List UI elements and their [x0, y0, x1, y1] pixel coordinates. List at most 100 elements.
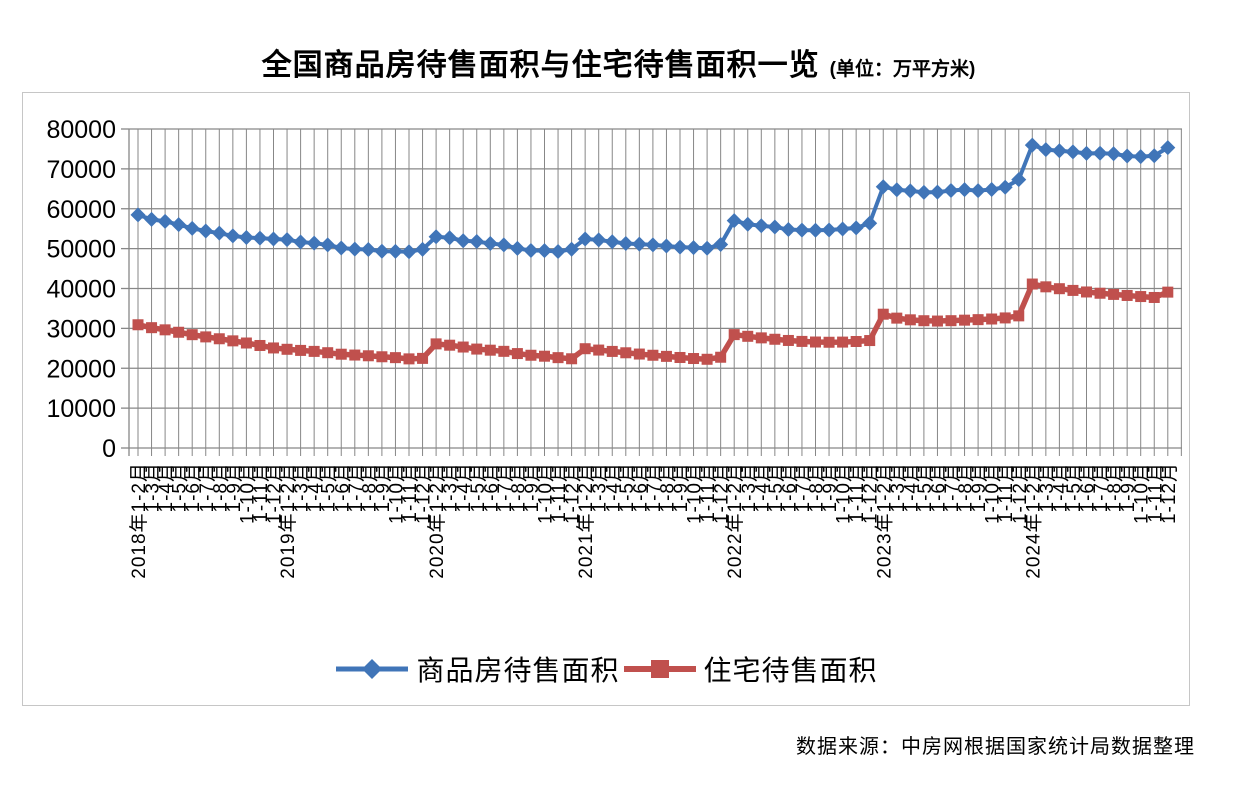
y-axis-label: 80000 [46, 116, 116, 144]
data-point-diamond [387, 243, 403, 259]
x-axis-label: 1-9月 [522, 462, 543, 512]
x-axis-label: 1-9月 [1118, 462, 1139, 512]
x-axis-label: 1-12月 [861, 462, 882, 524]
data-point-square [891, 312, 903, 324]
x-axis-label: 1-11月 [996, 462, 1017, 523]
legend-diamond-marker-icon [336, 659, 409, 679]
data-point-diamond [428, 229, 444, 245]
data-point-square [322, 347, 334, 359]
data-point-diamond [306, 235, 322, 251]
x-axis-label: 1-12月 [712, 462, 733, 524]
data-point-diamond [631, 236, 647, 252]
data-point-diamond [699, 240, 715, 256]
data-point-square [1053, 283, 1065, 295]
x-axis-label: 1-7月 [644, 462, 665, 512]
data-point-square [715, 351, 727, 363]
x-axis-label: 1-4月 [305, 462, 326, 512]
x-axis-label: 1-4月 [901, 462, 922, 512]
data-point-diamond [848, 220, 864, 236]
plot-svg: 0 10000 20000 30000 40000 50000 60000 70000 8000… [46, 116, 1182, 579]
x-axis-label: 2020年1-2月 [426, 462, 448, 579]
x-axis-label: 1-6月 [332, 462, 353, 512]
y-axis-label: 70000 [46, 156, 116, 184]
data-point-diamond [808, 222, 823, 238]
data-point-square [159, 324, 171, 336]
x-axis-label: 1-11月 [251, 462, 272, 523]
x-axis-label: 1-12月 [265, 462, 286, 524]
data-point-diamond [1038, 142, 1054, 158]
data-point-square [1081, 286, 1092, 298]
data-point-diamond [957, 182, 973, 198]
data-point-diamond [198, 223, 214, 239]
data-point-diamond [374, 243, 390, 259]
x-axis-label: 1-3月 [292, 462, 313, 512]
data-point-diamond [550, 243, 566, 259]
data-point-diamond [984, 181, 1000, 197]
data-point-diamond [862, 215, 878, 231]
data-point-square [1162, 286, 1174, 298]
data-point-square [728, 329, 740, 341]
data-point-square [254, 339, 266, 351]
data-point-diamond [1011, 172, 1027, 188]
x-axis-label: 1-11月 [847, 462, 868, 523]
data-point-diamond [726, 213, 742, 229]
data-point-square [1026, 278, 1038, 290]
data-point-square [986, 313, 998, 325]
x-axis-label: 1-5月 [170, 462, 191, 512]
x-axis-label: 1-8月 [210, 462, 231, 512]
data-point-diamond [157, 213, 173, 229]
x-axis-label: 1-7月 [793, 462, 814, 512]
data-point-diamond [455, 233, 471, 249]
data-point-diamond [1106, 146, 1122, 162]
x-axis-label: 1-9月 [969, 462, 990, 512]
x-axis-label: 2021年1-2月 [575, 462, 597, 579]
x-axis-label: 1-6月 [481, 462, 502, 512]
x-axis-label: 1-7月 [495, 462, 516, 512]
data-point-square [904, 314, 916, 326]
data-point-diamond [225, 228, 241, 244]
x-axis-label: 1-10月 [536, 462, 557, 524]
data-point-diamond [591, 232, 607, 248]
x-axis-label: 1-4月 [454, 462, 475, 512]
x-axis-label: 1-12月 [414, 462, 435, 524]
y-axis-label: 50000 [46, 236, 116, 264]
data-point-diamond [171, 217, 187, 233]
data-point-square [525, 349, 537, 361]
data-point-square [1067, 284, 1079, 296]
x-axis-label: 1-8月 [508, 462, 529, 512]
data-point-square [308, 345, 320, 357]
data-point-square [376, 351, 388, 363]
data-point-square [444, 339, 456, 351]
x-axis-label: 2018年1-2月 [128, 462, 150, 579]
x-axis-label: 1-6月 [183, 462, 204, 512]
data-point-square [132, 319, 144, 331]
x-axis-label: 1-7月 [197, 462, 218, 512]
data-point-square [918, 315, 930, 327]
data-point-square [1013, 310, 1025, 322]
data-point-diamond [943, 183, 959, 199]
data-point-square [674, 351, 686, 363]
data-point-diamond [780, 222, 796, 238]
data-point-square [1040, 281, 1052, 293]
legend: 商品房待售面积 住宅待售面积 [23, 649, 1189, 689]
data-point-diamond [997, 179, 1013, 195]
data-point-square [403, 353, 415, 365]
data-point-square [959, 314, 971, 326]
data-point-diamond [658, 238, 674, 254]
data-point-diamond [767, 219, 783, 235]
x-axis-label: 1-9月 [671, 462, 692, 512]
data-point-diamond [1092, 145, 1108, 161]
x-axis-label: 1-3月 [888, 462, 909, 512]
data-point-square [295, 344, 307, 356]
y-axis-label: 0 [102, 435, 116, 463]
data-point-square [417, 352, 429, 364]
x-axis-label: 2023年1-2月 [873, 462, 895, 579]
x-axis-label: 1-8月 [956, 462, 977, 512]
legend-item-commodity: 商品房待售面积 [334, 649, 619, 689]
data-point-square [701, 353, 713, 365]
x-axis-label: 1-10月 [237, 462, 258, 524]
data-point-diamond [645, 237, 661, 253]
data-point-diamond [509, 240, 525, 256]
data-point-diamond [469, 234, 485, 250]
x-axis-label: 1-10月 [1132, 462, 1153, 524]
